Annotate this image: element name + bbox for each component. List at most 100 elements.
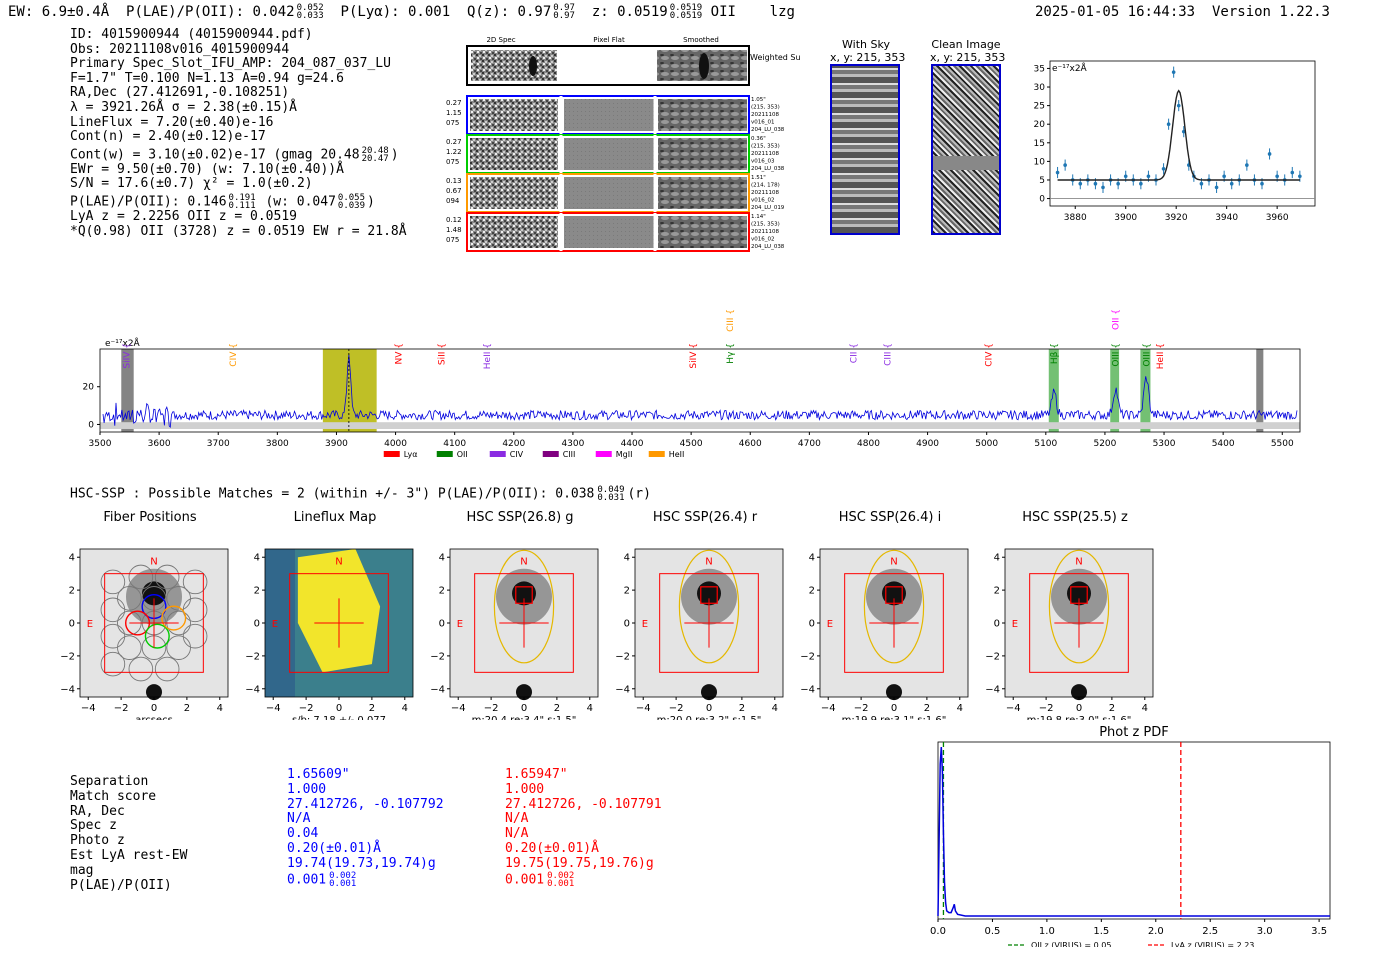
aperture-ellipse <box>863 549 925 664</box>
hsc-xtick-label: 4 <box>217 703 223 714</box>
match-label: RA, Dec <box>70 803 125 819</box>
spectrum-axes-frame <box>99 348 1301 433</box>
info-contw-end: ) <box>390 147 399 163</box>
spectrum-xtick-label: 4400 <box>621 439 644 449</box>
hsc-ytick-label: −2 <box>430 651 445 662</box>
hsc-ytick-label: 0 <box>439 619 445 630</box>
fiber-right-label: (214, 178) <box>751 183 780 189</box>
match-label: P(LAE)/P(OII) <box>70 877 172 893</box>
header-line: OII <box>710 4 736 20</box>
zoom-data-point <box>1171 70 1176 74</box>
east-label: E <box>642 619 648 630</box>
hsc-ytick-label: 2 <box>624 586 630 597</box>
hsc-ytick-label: 4 <box>69 553 75 564</box>
legend-label: Lyα <box>404 450 418 459</box>
spectrum-xtick-label: 3600 <box>148 439 171 449</box>
hsc-xtick-label: 2 <box>184 703 190 714</box>
fiber-right-label: (215, 353) <box>751 222 780 228</box>
fiber-left-label: 0.12 <box>446 216 462 224</box>
match-value: 1.65609" <box>287 767 350 782</box>
info-plae-w: (w: 0.047 <box>265 194 336 210</box>
header-qz-lo: 0.97 <box>553 11 575 21</box>
hsc-panel-plot: NE−4−4−2−2002244m:20.4 re:3.4" s:1.5"EWr… <box>430 548 599 720</box>
match-value: 0.001 0.002 0.001 <box>505 870 575 889</box>
hsc-ytick-label: 0 <box>69 619 75 630</box>
zoom-data-point <box>1123 174 1128 179</box>
zoom-ytick-label: 20 <box>1034 120 1046 130</box>
hsc-title: HSC-SSP : Possible Matches = 2 (within +… <box>70 486 651 503</box>
aperture-ellipse <box>493 549 555 664</box>
spectrum-line-label: CIV { <box>984 343 994 367</box>
legend-swatch <box>436 451 453 457</box>
hsc-panel-title: Fiber Positions <box>103 510 197 525</box>
fiber-row: 0.27 1.22 075 0.36" (215, 353)20211108 v016_0… <box>446 134 785 174</box>
pdf-xtick-label: 3.0 <box>1257 926 1273 937</box>
hsc-xtick-label: 4 <box>402 703 408 714</box>
pdf-xtick-label: 2.0 <box>1148 926 1164 937</box>
spectrum-line-label: CIV { <box>229 343 239 367</box>
hsc-xtick-label: 2 <box>1109 703 1115 714</box>
hsc-xtick-label: 4 <box>957 703 963 714</box>
search-box <box>474 573 574 673</box>
neighbor-source <box>1071 684 1087 701</box>
fiber-2d-spec <box>470 138 558 170</box>
zoom-data-point <box>1101 185 1105 190</box>
pdf-curve <box>937 746 1330 917</box>
fiber-left-label: 0.13 <box>446 177 462 185</box>
sky-caption: With Sky x, y: 215, 353 <box>830 38 905 64</box>
hsc-xtick-label: −2 <box>484 703 499 714</box>
pdf-xtick-label: 1.0 <box>1039 926 1055 937</box>
zoom-xtick-label: 3920 <box>1165 213 1188 223</box>
pdf-xtick-label: 3.5 <box>1311 926 1327 937</box>
pdf-xtick-label: 1.5 <box>1093 926 1109 937</box>
col-smoothed: Smoothed <box>683 36 719 44</box>
hsc-panel: Fiber Positions N E −4 −4 −2 −2 0 0 2 2 4 4 arcsecs <box>60 510 240 720</box>
fiber-left-label: 1.48 <box>446 226 462 234</box>
legend-swatch <box>542 451 559 457</box>
spectrum-xtick-label: 4700 <box>798 439 821 449</box>
fiber-smoothed <box>658 177 747 209</box>
header-plae-hi: 0.052 <box>296 3 324 13</box>
header-timestamp: 2025-01-05 16:44:33 <box>1034 4 1196 20</box>
fiber-right-label: v016_03 <box>751 159 775 165</box>
search-box <box>289 573 389 673</box>
hsc-xtick-label: 2 <box>924 703 930 714</box>
match-labels: Separation Match score RA, Dec Spec z Photo … <box>70 774 187 893</box>
neighbor-source <box>701 684 717 701</box>
hsc-ytick-label: 2 <box>439 586 445 597</box>
match-label: Separation <box>70 774 149 789</box>
photz-pdf-chart: Phot z PDF 0.0 0.5 1.0 1.5 2.0 2.5 3.0 3.5 OII z … <box>930 725 1331 947</box>
legend-swatch <box>648 451 665 457</box>
spectrum-line-label: CIII { <box>883 343 893 366</box>
fiber-pixel-flat <box>564 138 654 170</box>
hsc-caption: m:19.9 re:3.1" s:1.6" <box>842 715 947 720</box>
legend-label: CIII <box>563 450 576 459</box>
hsc-ytick-label: −4 <box>800 684 815 695</box>
spectrum-xtick-label: 3800 <box>266 439 289 449</box>
zoom-data-point <box>1063 163 1067 167</box>
fiber-right-label: v016_01 <box>751 120 775 126</box>
spectrum-xtick-label: 5400 <box>1212 439 1235 449</box>
fiber-circle <box>154 656 180 682</box>
info-plae-lo: 0.111 <box>228 201 256 212</box>
zoom-data-point <box>1146 174 1151 179</box>
spectrum-line-label: NV { <box>395 343 405 364</box>
header-plae: P(LAE)/P(OII): 0.042 <box>126 4 295 20</box>
fiber-green <box>144 623 170 649</box>
fiber-right-label: 0.36" <box>751 136 766 142</box>
zoom-data-point <box>1290 170 1295 175</box>
zoom-fit-curve <box>1057 89 1300 181</box>
aperture-ellipse <box>678 549 740 664</box>
spectrum-xtick-label: 4100 <box>443 439 466 449</box>
header-bar: EW: 6.9±0.4Å P(LAE)/P(OII): 0.042 0.052 0.… <box>8 3 795 21</box>
fiber-left-label: 1.15 <box>446 109 462 117</box>
hsc-ytick-label: −4 <box>245 684 260 695</box>
fiber-smoothed <box>658 216 747 248</box>
hsc-ytick-label: 4 <box>994 553 1000 564</box>
zoom-data-point <box>1161 167 1166 171</box>
fiber-2d-spec <box>470 99 558 131</box>
search-box <box>104 573 204 673</box>
spectrum-line-label: OII { <box>1112 309 1122 330</box>
info-plae-w-hi: 0.055 <box>337 193 366 204</box>
match-value: 0.20(±0.01)Å <box>505 840 599 856</box>
